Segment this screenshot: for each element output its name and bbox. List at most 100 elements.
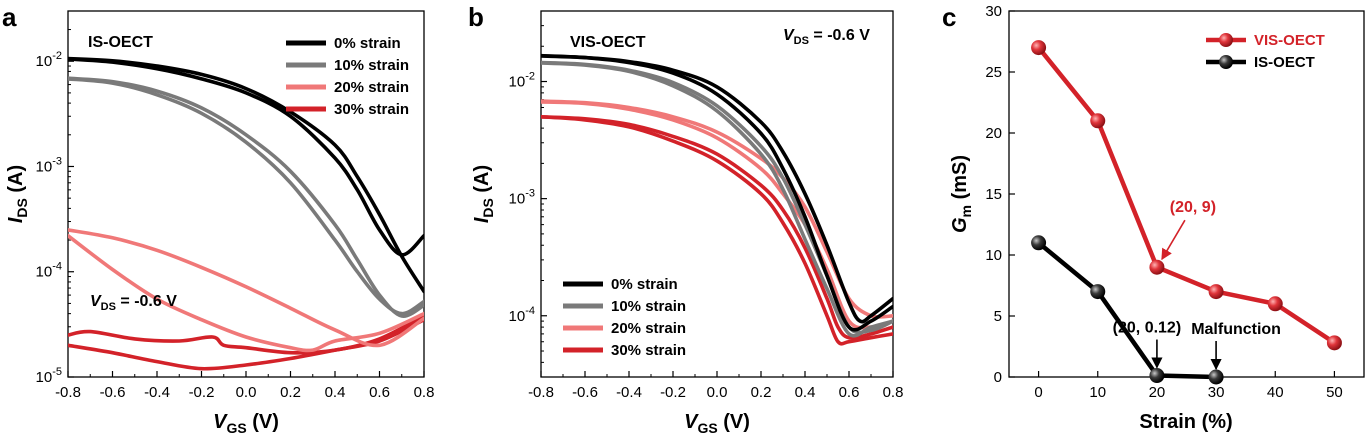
annotation-red-label: (20, 9) xyxy=(1170,199,1216,216)
x-tick-label: 0.0 xyxy=(707,384,728,401)
x-tick-label: 0 xyxy=(1034,384,1042,401)
x-tick-label: 40 xyxy=(1267,384,1284,401)
panel-a: a -0.8 -0.6 -0.4 -0.2 0.0 0.2 0.4 0.6 0.8 10-510… xyxy=(2,2,434,436)
x-tick-label: 50 xyxy=(1326,384,1343,401)
data-point-VIS-OECT xyxy=(1267,296,1283,312)
panel-b-legend: 0% strain 10% strain 20% strain 30% strain xyxy=(563,276,686,359)
data-point-IS-OECT xyxy=(1090,284,1106,300)
series-line-VIS-OECT xyxy=(1036,46,1336,345)
data-point-VIS-OECT xyxy=(1149,259,1165,275)
panel-c-letter: c xyxy=(942,2,956,32)
curve-0strain-reverse xyxy=(541,53,893,332)
x-tick-label: 0.8 xyxy=(414,384,435,401)
data-point-VIS-OECT xyxy=(1326,335,1342,351)
y-tick-label: 20 xyxy=(985,125,1002,142)
data-point-IS-OECT xyxy=(1149,368,1165,384)
data-point-VIS-OECT xyxy=(1090,113,1106,129)
legend-label: 0% strain xyxy=(334,35,401,52)
x-tick-label: 0.4 xyxy=(795,384,816,401)
x-tick-label: 30 xyxy=(1208,384,1225,401)
x-tick-label: -0.6 xyxy=(572,384,598,401)
panel-a-vds-label: VDS = -0.6 V xyxy=(90,293,177,313)
x-tick-label: 10 xyxy=(1089,384,1106,401)
x-tick-label: -0.4 xyxy=(144,384,170,401)
curve-30strain-reverse xyxy=(541,115,893,346)
legend-marker xyxy=(1219,33,1233,47)
legend-label: VIS-OECT xyxy=(1254,32,1325,49)
y-tick-label: 0 xyxy=(994,369,1002,386)
panel-b-x-ticks: -0.8 -0.6 -0.4 -0.2 0.0 0.2 0.4 0.6 0.8 xyxy=(528,371,903,401)
x-tick-label: 0.8 xyxy=(883,384,904,401)
y-tick-label: 10-4 xyxy=(509,305,535,325)
curve-0strain-reverse xyxy=(68,56,424,294)
data-point-IS-OECT xyxy=(1208,369,1224,385)
y-tick-label: 10-3 xyxy=(509,188,535,208)
x-tick-label: 0.2 xyxy=(751,384,772,401)
panel-b: b -0.8 -0.6 -0.4 -0.2 0.0 0.2 0.4 0.6 0.8 10-410… xyxy=(468,2,903,436)
legend-label: IS-OECT xyxy=(1254,54,1315,71)
curve-20strain-reverse xyxy=(68,233,424,353)
panel-a-device-label: IS-OECT xyxy=(88,34,153,51)
panel-a-y-ticks: 10-5 10-4 10-3 10-2 xyxy=(36,10,74,386)
curve-20strain-reverse xyxy=(541,100,893,330)
series-line-IS-OECT xyxy=(1037,241,1217,380)
y-tick-label: 10 xyxy=(985,247,1002,264)
legend-marker xyxy=(1219,55,1233,69)
x-tick-label: 0.2 xyxy=(280,384,301,401)
curve-20strain-forward xyxy=(68,228,424,348)
x-tick-label: 20 xyxy=(1149,384,1166,401)
x-tick-label: -0.2 xyxy=(189,384,215,401)
panel-b-y-ticks: 10-4 10-3 10-2 xyxy=(509,10,547,378)
x-tick-label: 0.4 xyxy=(325,384,346,401)
panel-b-curves xyxy=(541,53,893,346)
y-tick-label: 10-2 xyxy=(509,71,535,91)
x-tick-label: -0.8 xyxy=(55,384,81,401)
panel-a-x-axis-title: VGS (V) xyxy=(213,411,279,436)
panel-b-vds-label: VDS = -0.6 V xyxy=(783,27,870,47)
legend-label: 20% strain xyxy=(334,79,409,96)
legend-label: 0% strain xyxy=(611,276,678,293)
y-tick-label: 10-5 xyxy=(36,366,62,386)
y-tick-label: 10-3 xyxy=(36,155,62,175)
legend-label: 30% strain xyxy=(611,342,686,359)
y-tick-label: 10-2 xyxy=(36,50,62,70)
panel-c-y-ticks: 0 5 10 15 20 25 30 xyxy=(985,3,1015,386)
curve-30strain-forward xyxy=(541,115,893,340)
panel-b-letter: b xyxy=(468,2,484,32)
y-tick-label: 15 xyxy=(985,186,1002,203)
annotation-black-label: (20, 0.12) xyxy=(1113,320,1181,337)
panel-b-device-label: VIS-OECT xyxy=(570,34,646,51)
x-tick-label: 0.0 xyxy=(236,384,257,401)
panel-a-legend: 0% strain 10% strain 20% strain 30% strain xyxy=(286,35,409,118)
legend-label: 30% strain xyxy=(334,101,409,118)
x-tick-label: 0.6 xyxy=(369,384,390,401)
y-tick-label: 10-4 xyxy=(36,261,62,281)
x-tick-label: -0.8 xyxy=(528,384,554,401)
y-tick-label: 5 xyxy=(994,308,1002,325)
panel-c: c 0 10 20 30 40 50 0 5 10 15 20 25 30 (20, 9) (20, … xyxy=(942,2,1365,433)
panel-a-letter: a xyxy=(2,2,17,32)
panel-b-x-axis-title: VGS (V) xyxy=(684,411,750,436)
data-point-IS-OECT xyxy=(1031,235,1047,251)
panel-b-y-axis-title: IDS (A) xyxy=(471,165,496,223)
data-point-VIS-OECT xyxy=(1208,284,1224,300)
panel-c-legend: VIS-OECT IS-OECT xyxy=(1206,32,1325,71)
panel-c-series xyxy=(1031,40,1342,385)
x-tick-label: -0.2 xyxy=(660,384,686,401)
panel-a-y-axis-title: IDS (A) xyxy=(5,165,30,223)
data-point-VIS-OECT xyxy=(1031,40,1047,56)
legend-label: 10% strain xyxy=(334,57,409,74)
panel-c-y-axis-title: Gm (mS) xyxy=(949,155,974,233)
panel-a-curves xyxy=(68,56,424,371)
annotation-arrow-red xyxy=(1161,219,1186,261)
y-tick-label: 30 xyxy=(985,3,1002,20)
x-tick-label: 0.6 xyxy=(839,384,860,401)
legend-label: 10% strain xyxy=(611,298,686,315)
annotation-malfunction-label: Malfunction xyxy=(1191,321,1281,338)
y-tick-label: 25 xyxy=(985,64,1002,81)
curve-0strain-forward xyxy=(68,57,424,257)
curve-10strain-reverse xyxy=(68,76,424,318)
panel-a-x-ticks: -0.8 -0.6 -0.4 -0.2 0.0 0.2 0.4 0.6 0.8 xyxy=(55,371,434,401)
curve-10strain-reverse xyxy=(541,61,893,338)
